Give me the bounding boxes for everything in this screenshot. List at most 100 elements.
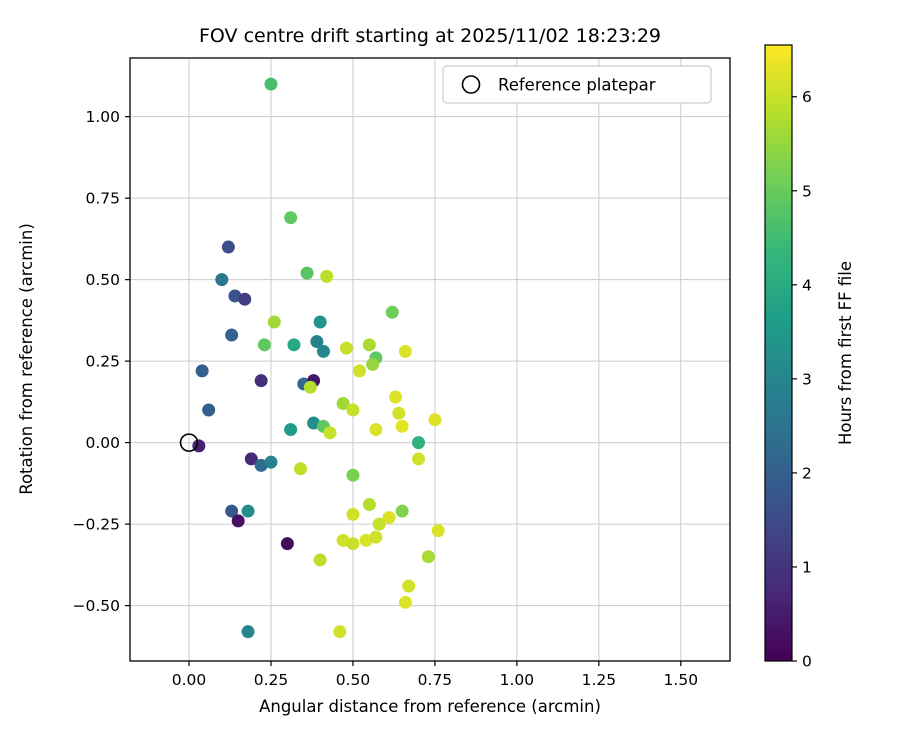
scatter-point (225, 328, 239, 342)
scatter-point (228, 289, 242, 303)
scatter-point (333, 625, 347, 639)
scatter-point (238, 292, 252, 306)
scatter-point (293, 462, 307, 476)
colorbar-ticks: 0 1 2 3 4 5 6 (792, 88, 812, 671)
scatter-point (395, 419, 409, 433)
scatter-point (320, 269, 334, 283)
x-tick-label: 1.50 (664, 671, 699, 689)
scatter-point (398, 344, 412, 358)
colorbar-tick-label: 4 (802, 276, 812, 294)
x-tick-label: 1.00 (500, 671, 535, 689)
scatter-point (369, 423, 383, 437)
scatter-point (264, 77, 278, 91)
scatter-point (241, 504, 255, 518)
scatter-point (284, 423, 298, 437)
x-tick-label: 0.50 (336, 671, 371, 689)
y-tick-label: −0.25 (73, 516, 121, 534)
scatter-point (284, 211, 298, 225)
y-tick-label: 0.00 (85, 434, 120, 452)
scatter-point (412, 436, 426, 450)
scatter-point (339, 341, 353, 355)
scatter-point (192, 439, 206, 453)
scatter-point (215, 273, 229, 287)
scatter-point (257, 338, 271, 352)
scatter-point (316, 344, 330, 358)
scatter-point (395, 504, 409, 518)
scatter-point (428, 413, 442, 427)
scatter-point (359, 533, 373, 547)
scatter-point (313, 315, 327, 329)
scatter-point (431, 524, 445, 538)
scatter-point (366, 357, 380, 371)
scatter-point (398, 595, 412, 609)
scatter-point (244, 452, 258, 466)
colorbar-tick-label: 5 (802, 182, 812, 200)
plot-area (130, 58, 730, 661)
scatter-point (231, 514, 245, 528)
scatter-point (389, 390, 403, 404)
legend: Reference platepar (442, 65, 712, 104)
scatter-point (287, 338, 301, 352)
scatter-point (369, 530, 383, 544)
scatter-point (353, 364, 367, 378)
colorbar-tick-label: 6 (802, 88, 812, 106)
scatter-point (254, 458, 268, 472)
scatter-point (241, 625, 255, 639)
scatter-point (336, 533, 350, 547)
scatter-point (195, 364, 209, 378)
colorbar-tick-label: 0 (802, 653, 812, 671)
x-tick-label: 0.00 (172, 671, 207, 689)
scatter-point (254, 374, 268, 388)
axes-frame (129, 57, 731, 662)
scatter-point (323, 426, 337, 440)
scatter-point (346, 468, 360, 482)
scatter-point (307, 416, 321, 430)
scatter-point (267, 315, 281, 329)
y-tick-label: 0.25 (85, 353, 120, 371)
scatter-point (346, 537, 360, 551)
scatter-point (300, 266, 314, 280)
scatter-point (421, 550, 435, 564)
scatter-point (346, 403, 360, 417)
scatter-point (362, 338, 376, 352)
scatter-point (402, 579, 416, 593)
scatter-point (313, 553, 327, 567)
scatter-point (336, 397, 350, 411)
scatter-point (392, 406, 406, 420)
gridlines (130, 58, 730, 661)
y-axis-label: Rotation from reference (arcmin) (17, 223, 36, 495)
legend-box (442, 65, 712, 104)
legend-open-circle-icon (461, 75, 481, 94)
x-axis-ticks: 0.00 0.25 0.50 0.75 1.00 1.25 1.50 (172, 661, 698, 689)
y-tick-label: 1.00 (85, 108, 120, 126)
scatter-point (280, 537, 294, 551)
y-tick-label: 0.75 (85, 190, 120, 208)
x-tick-label: 1.25 (582, 671, 617, 689)
scatter-point (225, 504, 239, 518)
scatter-point (303, 380, 317, 394)
reference-platepar-marker (179, 433, 199, 452)
colorbar-label: Hours from first FF file (836, 261, 855, 445)
legend-label: Reference platepar (498, 76, 656, 95)
scatter-point (385, 305, 399, 319)
y-tick-label: −0.50 (73, 597, 121, 615)
scatter-point (362, 498, 376, 512)
scatter-points (192, 77, 445, 639)
x-tick-label: 0.25 (254, 671, 289, 689)
colorbar: 0 1 2 3 4 5 6 Hours from first FF file (764, 44, 855, 671)
scatter-point (310, 335, 324, 349)
scatter-point (382, 511, 396, 525)
colorbar-tick-label: 1 (802, 558, 812, 576)
scatter-point (202, 403, 216, 417)
x-tick-label: 0.75 (418, 671, 453, 689)
scatter-point (221, 240, 235, 254)
scatter-point (346, 507, 360, 521)
y-axis-ticks: −0.50 −0.25 0.00 0.25 0.50 0.75 1.00 (73, 108, 130, 615)
y-tick-label: 0.50 (85, 271, 120, 289)
scatter-point (372, 517, 386, 531)
chart-title: FOV centre drift starting at 2025/11/02 … (199, 25, 661, 47)
colorbar-tick-label: 3 (802, 370, 812, 388)
colorbar-bar (764, 44, 793, 662)
